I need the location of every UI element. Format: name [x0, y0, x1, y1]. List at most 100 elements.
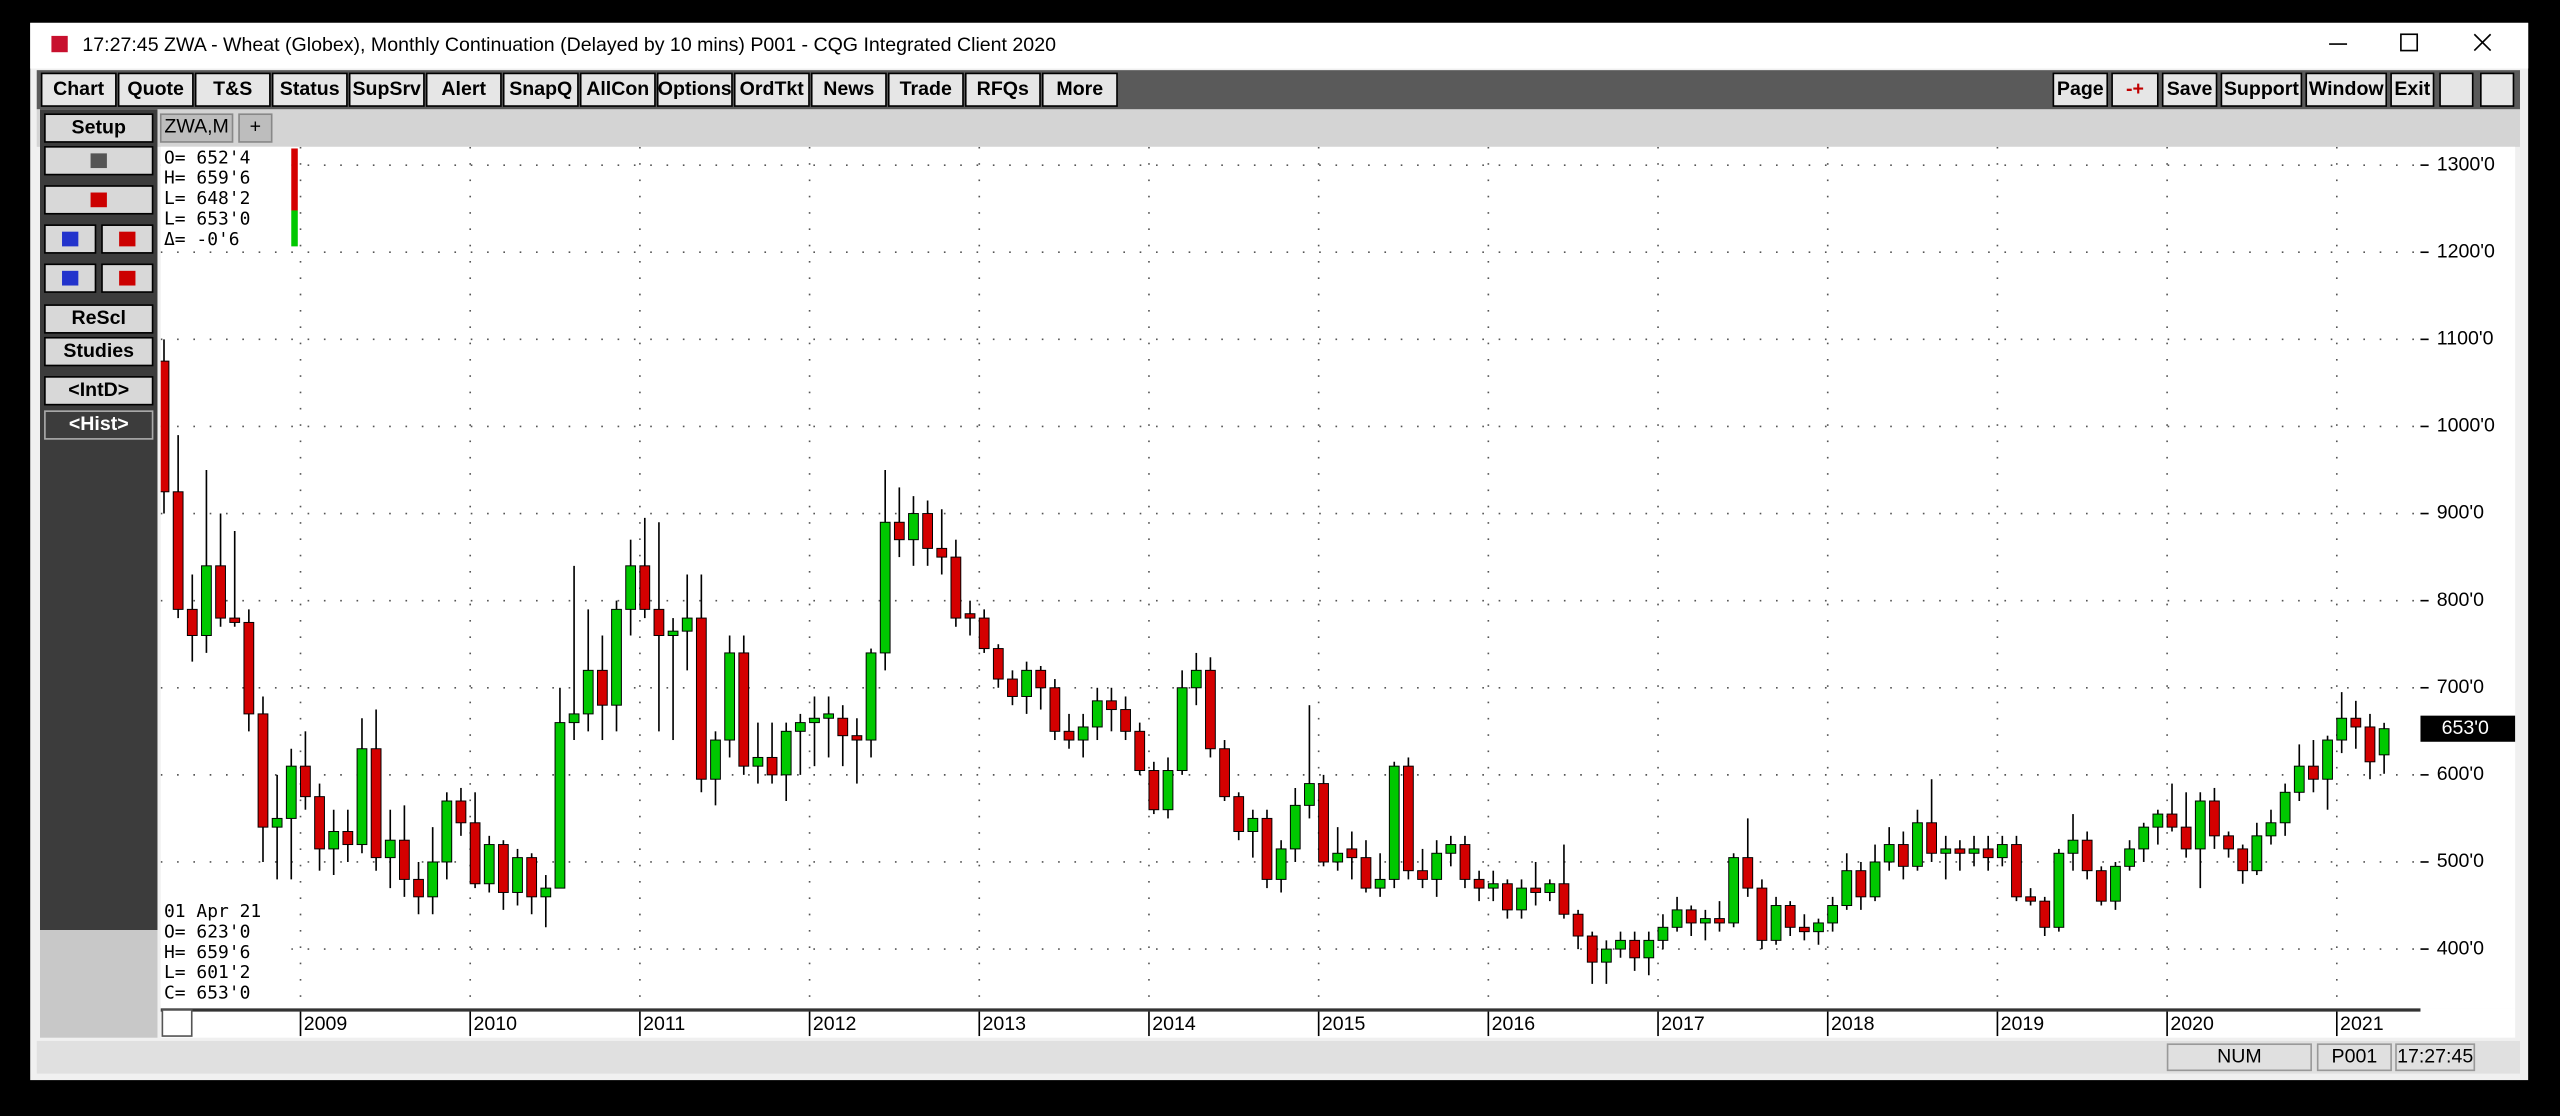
tab-add-label[interactable]: + — [250, 115, 261, 137]
candle-body — [1247, 817, 1259, 832]
toolbar-button[interactable] — [2390, 72, 2435, 107]
candle-body — [427, 861, 439, 898]
toolbar-button-label[interactable]: More — [1056, 78, 1103, 100]
sidebar-button[interactable] — [44, 304, 154, 334]
toolbar-button-label[interactable]: Chart — [53, 78, 105, 100]
toolbar-button[interactable] — [2220, 72, 2303, 107]
toolbar-button[interactable] — [502, 72, 579, 107]
toolbar-button-label[interactable]: Trade — [900, 78, 952, 100]
toolbar-button-label[interactable]: Support — [2224, 78, 2299, 100]
sidebar-button[interactable] — [44, 376, 154, 406]
candle-body — [780, 730, 792, 776]
candle-body — [257, 713, 269, 828]
toolbar-button[interactable] — [2052, 72, 2109, 107]
icon-button[interactable] — [44, 146, 154, 176]
candle-body — [1798, 926, 1810, 933]
sidebar-button[interactable] — [44, 336, 154, 367]
toolbar-button[interactable] — [887, 72, 964, 107]
candle-body — [1035, 669, 1047, 689]
toolbar-button-label[interactable]: T&S — [213, 78, 252, 100]
toolbar-button[interactable] — [810, 72, 887, 107]
toolbar-button[interactable] — [194, 72, 271, 107]
x-tick-label: 2010 — [473, 1013, 517, 1035]
toolbar-button-label[interactable]: News — [823, 78, 874, 100]
candle-body — [1502, 883, 1513, 911]
candle-body — [992, 648, 1004, 680]
toolbar-button[interactable] — [117, 72, 194, 107]
candle-body — [936, 547, 948, 558]
toolbar-button-label[interactable]: -+ — [2126, 78, 2144, 100]
toolbar-button-label[interactable]: SnapQ — [509, 78, 572, 100]
status-text: NUM — [2217, 1045, 2262, 1067]
time-axis — [160, 1008, 2516, 1038]
x-tick-label: 2012 — [813, 1013, 857, 1035]
toolbar-button-label[interactable]: RFQs — [977, 78, 1029, 100]
sidebar-button[interactable] — [44, 410, 154, 440]
sidebar-button-label[interactable]: <Hist> — [69, 413, 129, 435]
candle-body — [1304, 783, 1315, 806]
candle-body — [1841, 870, 1853, 907]
toolbar-button[interactable] — [271, 72, 348, 107]
sidebar-button-label[interactable]: Setup — [72, 116, 126, 138]
tab[interactable] — [159, 113, 234, 143]
candle-body — [1685, 909, 1697, 924]
title-bar — [30, 22, 2529, 69]
toolbar-button[interactable] — [40, 72, 117, 107]
candle-body — [1148, 770, 1160, 811]
candle-body — [229, 617, 241, 623]
icon-glyph — [62, 231, 79, 247]
candle-body — [978, 617, 990, 650]
toolbar-button[interactable] — [579, 72, 656, 107]
candle-body — [1784, 905, 1796, 928]
toolbar-button-label[interactable]: Alert — [441, 78, 486, 100]
icon-glyph — [90, 192, 107, 208]
toolbar-button[interactable] — [425, 72, 502, 107]
tab-label[interactable]: ZWA,M — [164, 115, 228, 137]
toolbar-button-label[interactable]: Exit — [2394, 78, 2430, 100]
candle-body — [2378, 728, 2390, 756]
maximize[interactable] — [2400, 33, 2419, 52]
toolbar-button[interactable] — [2305, 72, 2388, 107]
candle-body — [1558, 883, 1570, 915]
toolbar-button-label[interactable]: Save — [2167, 78, 2213, 100]
candle-body — [568, 713, 580, 724]
toolbar-button-label[interactable]: Page — [2057, 78, 2104, 100]
candle-body — [893, 521, 905, 541]
candle-body — [922, 513, 933, 549]
toolbar-button-label[interactable]: Status — [280, 78, 340, 100]
toolbar-button[interactable] — [964, 72, 1041, 107]
candle-body — [1318, 783, 1329, 863]
toolbar-button[interactable] — [656, 72, 733, 107]
candle-body — [172, 491, 184, 610]
toolbar-button-label[interactable]: Quote — [127, 78, 184, 100]
candle-body — [823, 713, 835, 719]
window-icon-button[interactable] — [2480, 72, 2515, 107]
toolbar-button-label[interactable]: Options — [658, 78, 732, 100]
candle-body — [908, 513, 919, 541]
toolbar-button-label[interactable]: Window — [2309, 78, 2385, 100]
candle-body — [370, 748, 382, 859]
sidebar-button-label[interactable]: <IntD> — [68, 379, 129, 401]
candle-body — [1233, 796, 1245, 832]
tab-add[interactable] — [238, 113, 273, 143]
sidebar-button-label[interactable]: ReScl — [72, 307, 126, 329]
close[interactable] — [2473, 33, 2492, 52]
toolbar-button-label[interactable]: AllCon — [586, 78, 649, 100]
toolbar-button[interactable] — [348, 72, 425, 107]
candle-body — [1926, 822, 1937, 854]
candle-body — [243, 621, 255, 715]
toolbar-button[interactable] — [733, 72, 810, 107]
toolbar-button-label[interactable]: OrdTkt — [740, 78, 805, 100]
toolbar-button-label[interactable]: SupSrv — [352, 78, 421, 100]
candle-body — [314, 796, 325, 850]
sidebar-button-label[interactable]: Studies — [63, 340, 134, 362]
candle-body — [1671, 909, 1683, 928]
window-icon-button[interactable] — [2439, 72, 2474, 107]
candle-body — [469, 822, 481, 885]
candle-body — [738, 652, 750, 767]
toolbar-button[interactable] — [2161, 72, 2218, 107]
toolbar-button[interactable] — [1041, 72, 1118, 107]
candle-body — [1742, 857, 1754, 889]
sidebar-button[interactable] — [44, 113, 154, 143]
toolbar-button[interactable] — [2111, 72, 2159, 107]
